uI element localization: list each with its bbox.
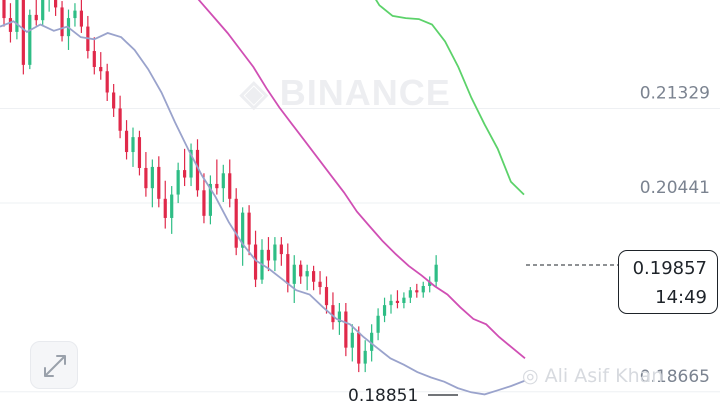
candle-body — [215, 183, 219, 189]
candle-body — [157, 166, 161, 199]
candle-body — [318, 281, 322, 288]
candle-body — [60, 7, 64, 37]
candle-body — [228, 173, 232, 199]
candle-body — [8, 18, 13, 32]
candle-body — [21, 0, 25, 65]
candle-body — [241, 212, 245, 248]
candle-body — [189, 149, 193, 178]
candle-body — [112, 92, 116, 109]
candle-body — [124, 130, 129, 153]
candle-body — [253, 244, 258, 280]
moving-average-line — [0, 20, 526, 396]
last-price-value: 0.19857 — [632, 258, 707, 279]
candle-body — [434, 264, 438, 282]
lowest-price-label: 0.18851 — [348, 386, 419, 406]
candle-body — [363, 350, 367, 364]
candle-body — [415, 290, 419, 293]
candle-body — [395, 300, 400, 303]
price-axis-tick: 0.20441 — [640, 178, 710, 198]
candle-body — [376, 315, 380, 333]
candle-body — [324, 287, 329, 306]
candle-body — [118, 108, 122, 131]
candle-body — [28, 14, 32, 65]
candle-body — [41, 0, 45, 21]
candle-body — [34, 14, 38, 21]
candle-body — [183, 170, 187, 178]
candle-body — [54, 0, 58, 8]
expand-button[interactable] — [30, 341, 78, 389]
candle-body — [337, 311, 341, 323]
binance-logo-icon: ◈ — [240, 72, 269, 113]
candle-body — [105, 71, 109, 93]
expand-diagonal-icon — [44, 355, 66, 377]
candle-body — [73, 10, 77, 19]
candle-body — [247, 212, 251, 245]
moving-average-line — [197, 0, 526, 359]
candle-body — [292, 264, 296, 284]
candle-body — [299, 264, 303, 277]
candle-body — [202, 190, 206, 216]
candle-body — [234, 198, 238, 248]
candle-body — [137, 137, 142, 168]
candle-body — [221, 173, 225, 189]
candle-body — [170, 194, 174, 218]
candle-body — [305, 271, 309, 277]
candle-body — [286, 254, 290, 284]
moving-average-line — [375, 0, 525, 196]
binance-watermark: ◈ BINANCE — [240, 72, 451, 113]
candle-body — [150, 166, 154, 189]
candle-body — [344, 311, 348, 348]
last-price-box: 0.19857 14:49 — [618, 250, 718, 314]
candle-body — [312, 271, 316, 282]
candle-body — [279, 244, 283, 255]
candle-body — [163, 198, 167, 218]
candle-body — [357, 332, 361, 364]
candle-body — [92, 51, 96, 67]
price-axis-tick: 0.21329 — [640, 84, 710, 104]
candle-body — [408, 290, 412, 298]
candle-body — [428, 281, 432, 286]
candle-body — [208, 183, 212, 216]
candle-body — [350, 332, 354, 348]
candle-body — [382, 305, 387, 316]
candle-body — [370, 332, 374, 351]
candle-body — [131, 137, 135, 153]
candle-body — [331, 305, 335, 323]
candle-body — [99, 66, 103, 72]
candle-body — [266, 249, 271, 261]
candle-body — [15, 0, 19, 32]
price-axis-tick: 0.18665 — [640, 367, 710, 387]
candle-body — [389, 300, 393, 306]
camera-icon: ◎ — [522, 365, 539, 387]
candle-body — [195, 149, 200, 191]
candle-body — [402, 297, 406, 303]
candle-body — [421, 285, 425, 293]
candle-body — [79, 10, 83, 27]
candle-body — [2, 0, 6, 19]
candle-body — [273, 244, 277, 261]
author-credit: ◎ Ali Asif Khan — [522, 365, 664, 387]
candle-body — [144, 167, 148, 189]
candle-countdown: 14:49 — [655, 287, 707, 308]
candle-body — [176, 170, 180, 195]
